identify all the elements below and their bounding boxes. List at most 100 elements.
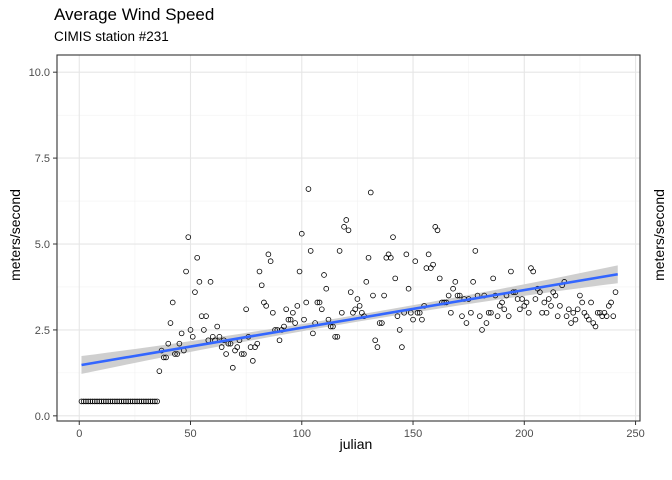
data-point xyxy=(218,344,225,350)
data-point xyxy=(463,320,470,326)
data-point xyxy=(287,316,294,323)
y-axis-title-right: meters/second xyxy=(651,189,667,281)
data-point xyxy=(403,251,410,258)
data-point xyxy=(448,309,454,316)
data-point xyxy=(354,296,361,302)
data-point xyxy=(223,351,229,357)
data-point xyxy=(594,309,601,316)
chart-title: Average Wind Speed xyxy=(54,5,215,24)
data-point xyxy=(450,285,456,292)
data-point xyxy=(472,248,479,254)
data-point xyxy=(339,309,345,316)
data-point xyxy=(345,227,352,234)
data-point xyxy=(476,313,483,319)
data-point xyxy=(229,364,236,371)
data-point xyxy=(454,292,461,299)
data-point xyxy=(497,303,503,309)
data-point xyxy=(176,340,183,347)
data-point xyxy=(385,251,392,258)
data-point xyxy=(381,292,387,299)
data-point xyxy=(365,254,372,261)
x-tick-label: 250 xyxy=(626,428,644,440)
data-point xyxy=(189,333,196,340)
data-point xyxy=(265,251,272,258)
data-point xyxy=(574,306,581,313)
data-point xyxy=(394,313,401,319)
x-tick-label: 0 xyxy=(76,428,82,440)
data-point xyxy=(552,292,559,299)
data-point xyxy=(588,299,594,306)
data-point xyxy=(343,217,350,223)
data-point xyxy=(483,320,490,326)
data-point xyxy=(258,282,265,289)
data-point xyxy=(350,309,356,316)
data-point xyxy=(570,309,577,316)
data-point xyxy=(432,224,439,230)
data-point xyxy=(301,316,307,323)
data-point xyxy=(163,354,169,361)
data-point xyxy=(412,258,419,265)
data-point xyxy=(303,299,310,306)
data-point xyxy=(261,299,267,306)
data-point xyxy=(390,234,396,240)
data-point xyxy=(201,327,207,333)
data-point xyxy=(307,248,314,254)
data-point xyxy=(352,306,358,313)
data-point xyxy=(270,309,276,316)
data-point xyxy=(192,289,198,295)
data-point xyxy=(606,303,612,309)
data-point xyxy=(154,398,160,405)
data-point xyxy=(525,309,532,316)
y-tick-label: 2.5 xyxy=(35,325,50,337)
data-point xyxy=(283,306,289,313)
data-point xyxy=(174,351,180,357)
data-point xyxy=(316,299,323,306)
data-point xyxy=(608,299,614,306)
data-point xyxy=(294,303,301,309)
data-point xyxy=(214,323,221,330)
data-point xyxy=(172,351,178,357)
data-point xyxy=(459,313,465,319)
x-axis-ticks: 0 50 100 150 200 250 xyxy=(76,421,645,440)
data-point xyxy=(396,327,403,333)
x-tick-label: 200 xyxy=(515,428,533,440)
data-point xyxy=(250,358,256,364)
data-point xyxy=(292,320,298,326)
panel-border xyxy=(56,54,641,422)
data-point xyxy=(341,224,347,230)
data-point xyxy=(183,268,189,275)
chart-subtitle: CIMIS station #231 xyxy=(54,29,169,44)
data-point xyxy=(592,323,599,330)
data-point xyxy=(392,275,399,282)
data-point xyxy=(310,330,316,337)
data-point xyxy=(203,313,209,319)
data-point xyxy=(470,279,476,285)
data-point xyxy=(568,320,574,326)
data-point xyxy=(323,285,330,292)
data-point xyxy=(216,333,223,340)
data-point xyxy=(161,354,167,361)
data-point xyxy=(285,316,292,323)
data-point xyxy=(227,340,234,347)
data-point xyxy=(565,306,572,313)
data-point xyxy=(479,327,485,333)
data-point xyxy=(379,320,385,326)
data-point xyxy=(456,292,463,299)
data-point xyxy=(537,289,543,295)
data-points xyxy=(78,186,619,405)
data-point xyxy=(178,330,185,337)
data-point xyxy=(169,299,176,306)
y-axis-ticks: 0.0 2.5 5.0 7.5 10.0 xyxy=(29,67,57,423)
data-point xyxy=(332,333,338,340)
data-point xyxy=(370,292,376,299)
y-tick-label: 0.0 xyxy=(35,411,50,423)
data-point xyxy=(590,320,597,326)
data-point xyxy=(610,313,617,319)
data-point xyxy=(367,189,374,196)
data-point xyxy=(586,316,592,323)
data-point xyxy=(410,316,416,323)
data-point xyxy=(528,265,534,271)
data-point xyxy=(232,347,238,354)
data-point xyxy=(185,234,192,240)
